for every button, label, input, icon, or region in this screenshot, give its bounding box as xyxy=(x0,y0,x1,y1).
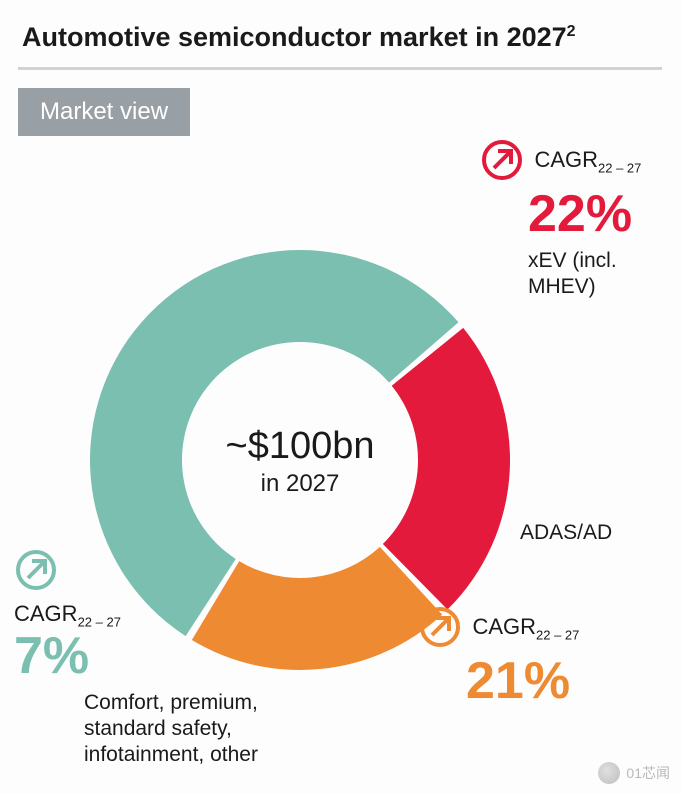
callout-xev: CAGR22 – 27 22% xEV (incl. MHEV) xyxy=(480,138,682,300)
xev-label: xEV (incl. MHEV) xyxy=(528,248,682,301)
arrow-up-icon xyxy=(418,605,462,654)
center-year: in 2027 xyxy=(210,470,390,498)
title-rule xyxy=(18,67,662,70)
adas-label-block: ADAS/AD xyxy=(520,520,612,546)
donut-center: ~$100bn in 2027 xyxy=(210,425,390,498)
xev-cagr-label: CAGR22 – 27 xyxy=(534,147,641,172)
market-view-badge: Market view xyxy=(18,88,190,136)
arrow-up-icon xyxy=(480,138,524,187)
title-text: Automotive semiconductor market in 2027 xyxy=(22,22,567,52)
watermark: 01芯闻 xyxy=(598,762,670,784)
watermark-text: 01芯闻 xyxy=(626,763,670,783)
other-label: Comfort, premium, standard safety, infot… xyxy=(84,690,258,769)
page-title: Automotive semiconductor market in 20272 xyxy=(0,0,682,67)
callout-adas: CAGR22 – 27 21% xyxy=(418,605,579,709)
adas-cagr-label: CAGR22 – 27 xyxy=(472,614,579,639)
center-value: ~$100bn xyxy=(210,425,390,468)
adas-label: ADAS/AD xyxy=(520,520,612,546)
donut-chart: ~$100bn in 2027 CAGR22 – 27 22% xEV (inc… xyxy=(0,150,682,790)
title-footnote: 2 xyxy=(567,23,576,40)
adas-percent: 21% xyxy=(466,654,579,709)
callout-other: CAGR22 – 27 7% Comfort, premium, standar… xyxy=(14,548,258,769)
arrow-up-icon xyxy=(14,548,58,597)
other-percent: 7% xyxy=(14,629,258,684)
watermark-icon xyxy=(598,762,620,784)
other-cagr-label: CAGR22 – 27 xyxy=(14,601,258,629)
badge-label: Market view xyxy=(40,98,168,125)
xev-percent: 22% xyxy=(528,187,682,242)
